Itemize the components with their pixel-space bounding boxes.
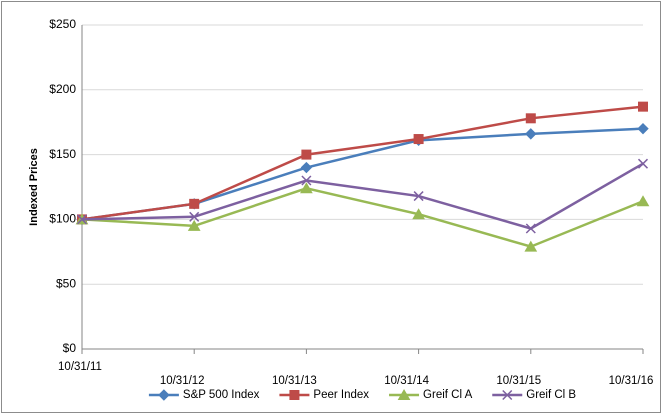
marker [301,149,312,160]
x-tick-label: 10/31/13 [272,375,317,387]
x-tick-label: 10/31/12 [160,375,205,387]
marker [158,389,170,401]
y-tick-label: $250 [49,17,76,31]
marker [289,390,300,400]
marker [638,101,648,112]
marker [189,211,200,222]
marker [525,113,536,124]
series-line [81,105,644,221]
y-axis-label: Indexed Prices [28,148,40,226]
legend-label: Greif Cl A [423,389,473,401]
y-tick-label: $0 [63,341,77,355]
marker [413,191,424,202]
x-tick-label: 10/31/14 [384,375,429,387]
legend-label: S&P 500 Index [183,389,260,401]
series-line [81,186,644,248]
marker [412,208,425,220]
marker [525,128,537,140]
x-tick-label: 10/31/11 [58,361,102,373]
legend: S&P 500 Index Peer Index Greif Cl A Greif C… [148,389,576,401]
y-tick-label: $150 [49,147,76,161]
marker [397,389,411,400]
marker [524,240,538,252]
x-tick-label: 10/31/16 [609,375,654,387]
marker [637,122,649,135]
marker [300,182,313,194]
marker [300,161,313,174]
legend-label: Peer Index [313,389,369,401]
marker [413,134,424,145]
y-tick-label: $100 [49,212,76,226]
y-tick-label: $50 [56,276,76,290]
marker [189,198,200,209]
marker [637,158,649,169]
legend-label: Greif Cl B [526,389,576,401]
marker [502,389,513,401]
series-line [81,162,644,230]
marker [636,195,650,207]
marker [76,214,88,225]
marker [301,175,312,186]
marker [525,223,536,234]
marker [187,219,201,231]
x-tick-label: 10/31/15 [496,375,541,387]
y-tick-label: $200 [49,82,76,96]
